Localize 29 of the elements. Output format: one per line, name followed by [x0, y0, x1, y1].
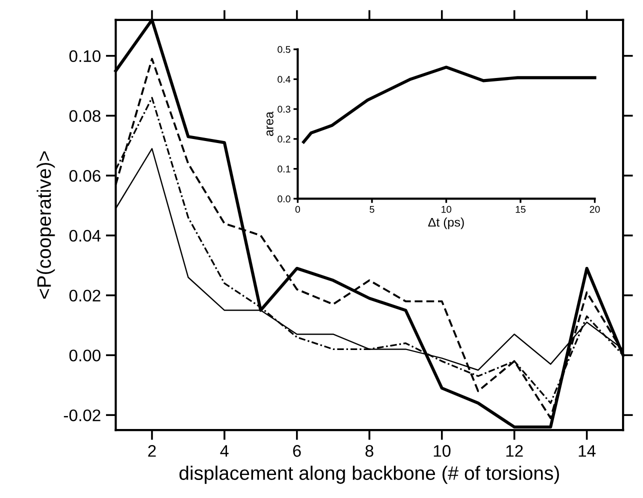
x-tick-label: 10: [442, 206, 452, 213]
y-tick-label: -0.02: [64, 409, 100, 422]
y-tick-label: 0.08: [69, 110, 100, 122]
y-tick-label: 0.1: [278, 166, 290, 172]
y-axis-title: <P(cooperative)>: [36, 151, 55, 299]
x-tick-label: 20: [590, 206, 600, 213]
x-axis-title: Δt (ps): [428, 217, 464, 230]
x-tick-label: 12: [506, 445, 523, 457]
y-tick-label: 0.10: [69, 50, 101, 62]
y-tick-label: 0.06: [69, 170, 100, 182]
y-tick-label: 0.4: [278, 76, 290, 83]
y-tick-label: 0.3: [278, 106, 290, 113]
x-tick-label: 4: [220, 445, 229, 457]
y-tick-label: 0.02: [69, 290, 100, 302]
y-axis-title: area: [266, 111, 274, 136]
x-axis-title: displacement along backbone (# of torsions): [179, 466, 559, 484]
x-tick-label: 0: [295, 206, 300, 213]
x-tick-label: 15: [516, 206, 526, 213]
x-tick-label: 14: [578, 445, 596, 457]
x-tick-label: 10: [434, 445, 450, 457]
y-tick-label: 0.0: [278, 195, 290, 202]
x-tick-label: 6: [293, 445, 301, 457]
x-tick-label: 5: [370, 206, 374, 213]
y-tick-label: 0.00: [69, 350, 101, 362]
y-tick-label: 0.04: [69, 230, 101, 242]
x-tick-label: 8: [365, 445, 374, 457]
y-tick-label: 0.2: [278, 136, 290, 143]
x-tick-label: 2: [148, 445, 156, 457]
y-tick-label: 0.5: [278, 46, 290, 53]
